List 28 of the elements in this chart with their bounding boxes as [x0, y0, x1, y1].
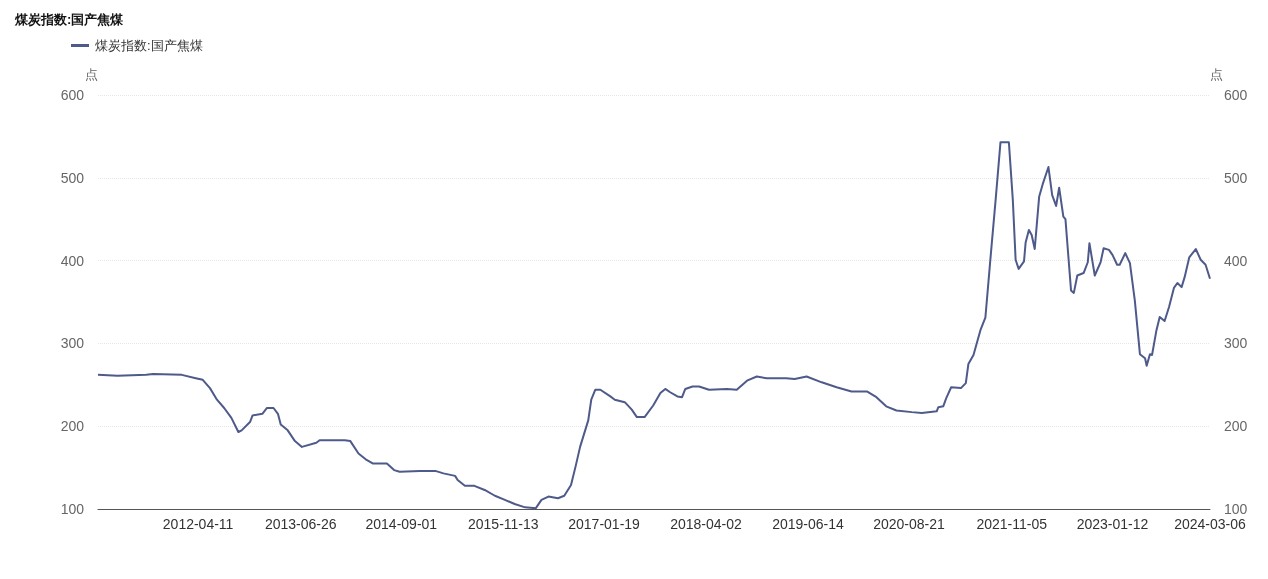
chart-title: 煤炭指数:国产焦煤	[14, 12, 125, 27]
legend-label: 煤炭指数:国产焦煤	[95, 38, 203, 53]
y2-tick-label: 500	[1224, 169, 1248, 186]
x-tick-label: 2012-04-11	[162, 516, 234, 532]
x-tick-label: 2013-06-26	[264, 516, 337, 532]
x-tick-label: 2015-11-13	[467, 516, 539, 532]
y-tick-label: 300	[60, 335, 85, 352]
x-tick-label: 2019-06-14	[772, 516, 844, 532]
x-tick-label: 2023-01-12	[1076, 516, 1149, 532]
y-tick-label: 100	[60, 501, 85, 517]
y-tick-label: 500	[60, 169, 85, 186]
x-tick-label: 2018-04-02	[670, 516, 743, 532]
y-tick-label: 200	[60, 418, 85, 435]
y-axis-title: 点	[85, 67, 98, 82]
y-tick-label: 600	[60, 87, 85, 103]
x-tick-label: 2014-09-01	[365, 516, 438, 532]
x-tick-label: 2024-03-06	[1174, 516, 1247, 532]
y-tick-label: 400	[60, 252, 85, 269]
y2-tick-label: 100	[1224, 501, 1248, 517]
y2-tick-label: 200	[1224, 418, 1248, 435]
x-tick-label: 2020-08-21	[873, 516, 946, 532]
y2-tick-label: 300	[1224, 335, 1248, 352]
line-series	[97, 141, 1211, 510]
x-tick-label: 2021-11-05	[976, 516, 1048, 532]
y2-tick-label: 600	[1224, 87, 1248, 103]
y2-tick-label: 400	[1224, 252, 1248, 269]
y2-axis-title: 点	[1210, 67, 1223, 82]
x-tick-label: 2017-01-19	[568, 516, 641, 532]
